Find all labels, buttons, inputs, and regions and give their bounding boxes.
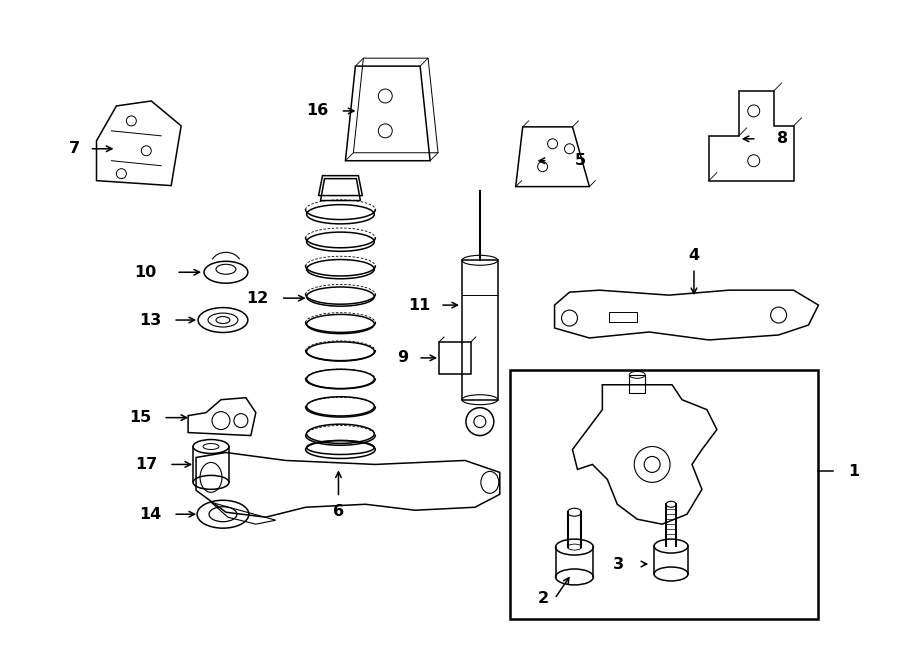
Text: 2: 2 bbox=[537, 592, 549, 606]
Text: 13: 13 bbox=[139, 313, 161, 328]
Text: 9: 9 bbox=[397, 350, 409, 366]
Bar bbox=[609, 312, 637, 322]
Text: 11: 11 bbox=[408, 297, 430, 313]
Text: 1: 1 bbox=[849, 464, 859, 479]
Text: 16: 16 bbox=[306, 103, 328, 118]
Text: 14: 14 bbox=[139, 507, 161, 522]
Text: 8: 8 bbox=[777, 132, 788, 146]
Bar bbox=[439, 342, 471, 374]
Text: 3: 3 bbox=[613, 557, 625, 572]
Text: 15: 15 bbox=[129, 410, 151, 425]
Text: 12: 12 bbox=[247, 291, 269, 305]
Text: 6: 6 bbox=[333, 504, 344, 519]
Bar bbox=[629, 375, 645, 393]
Text: 5: 5 bbox=[574, 153, 586, 168]
Text: 4: 4 bbox=[688, 248, 699, 263]
Bar bbox=[509, 370, 818, 619]
Text: 7: 7 bbox=[68, 141, 79, 156]
Bar bbox=[462, 260, 498, 400]
Text: 10: 10 bbox=[134, 265, 157, 280]
Text: 17: 17 bbox=[135, 457, 158, 472]
